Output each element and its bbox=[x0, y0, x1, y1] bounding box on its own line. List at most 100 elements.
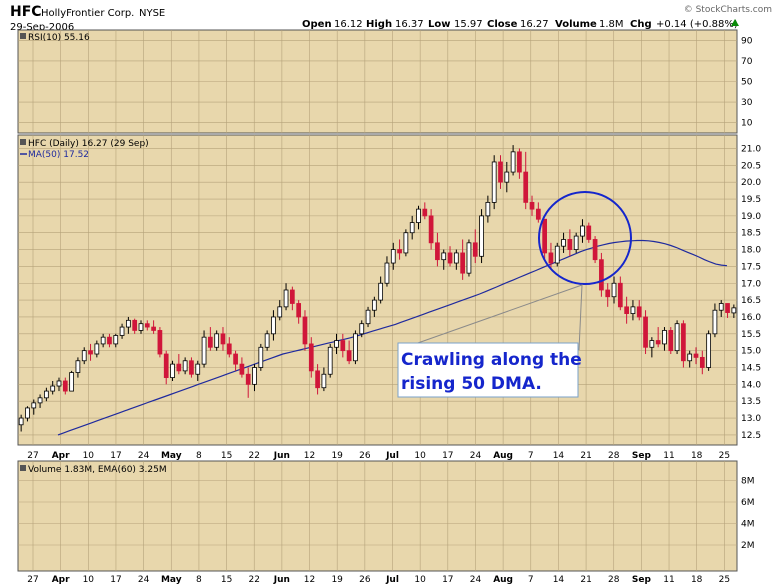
candle-body bbox=[189, 360, 194, 375]
candle-body bbox=[75, 360, 81, 373]
price-x-tick-label: Jun bbox=[273, 451, 290, 461]
volume-x-tick-label: 8 bbox=[196, 575, 202, 585]
volume-x-tick-label: 19 bbox=[331, 575, 343, 585]
candle-body bbox=[441, 252, 447, 261]
candle-body bbox=[44, 390, 49, 399]
price-x-tick-label: 11 bbox=[663, 451, 674, 461]
candle-body bbox=[384, 262, 390, 284]
volume-x-tick-label: 17 bbox=[110, 575, 121, 585]
price-x-tick-label: 24 bbox=[138, 451, 150, 461]
rsi-tick-label: 90 bbox=[741, 36, 753, 46]
candle-body bbox=[25, 407, 30, 419]
exchange: NYSE bbox=[139, 8, 165, 19]
ma-legend: MA(50) 17.52 bbox=[28, 150, 89, 160]
candle-body bbox=[378, 282, 384, 301]
candle-body bbox=[523, 171, 529, 203]
price-tick-label: 20.5 bbox=[741, 161, 761, 171]
candle-body bbox=[327, 346, 333, 375]
price-x-tick-label: 27 bbox=[27, 451, 38, 461]
candle-body bbox=[699, 356, 705, 368]
price-tick-label: 19.0 bbox=[741, 212, 761, 222]
candle-body bbox=[655, 340, 661, 345]
candle-body bbox=[630, 306, 636, 314]
price-x-tick-label: 22 bbox=[249, 451, 260, 461]
candle-body bbox=[567, 239, 573, 250]
volume-x-tick-label: Jun bbox=[273, 575, 290, 585]
candle-body bbox=[403, 232, 409, 254]
price-tick-label: 17.0 bbox=[741, 279, 761, 289]
price-tick-label: 13.0 bbox=[741, 414, 761, 424]
candle-body bbox=[718, 303, 724, 311]
volume-legend: Volume 1.83M, EMA(60) 3.25M bbox=[28, 465, 167, 475]
volume-x-tick-label: 11 bbox=[663, 575, 674, 585]
volume-y-axis: 2M 4M 6M 8M bbox=[741, 477, 755, 552]
candle-body bbox=[428, 215, 434, 244]
candle-body bbox=[37, 397, 43, 404]
candle-body bbox=[88, 350, 93, 355]
ma50-path bbox=[57, 239, 728, 436]
candle-body bbox=[687, 353, 693, 362]
price-tick-label: 16.5 bbox=[741, 296, 761, 306]
company-name: HollyFrontier Corp. bbox=[41, 8, 134, 19]
candle-body bbox=[346, 350, 352, 362]
candle-body bbox=[81, 350, 87, 362]
chart-date: 29-Sep-2006 bbox=[10, 22, 74, 33]
volume-x-tick-label: 17 bbox=[442, 575, 453, 585]
candle-body bbox=[586, 225, 592, 240]
price-x-tick-label: 15 bbox=[221, 451, 232, 461]
price-tick-label: 18.0 bbox=[741, 246, 761, 256]
volume-x-tick-label: Aug bbox=[493, 575, 513, 585]
candle-body bbox=[214, 333, 220, 348]
price-y-axis: 12.5 13.0 13.5 14.0 14.5 15.0 15.5 16.0 16.5 17.0… bbox=[741, 144, 761, 440]
candle-body bbox=[674, 323, 680, 352]
candle-body bbox=[296, 303, 302, 318]
candle-body bbox=[176, 363, 182, 372]
candle-body bbox=[611, 282, 617, 298]
candle-body bbox=[693, 353, 699, 358]
price-x-tick-label: 8 bbox=[196, 451, 202, 461]
candle-body bbox=[510, 151, 516, 173]
price-tick-label: 14.5 bbox=[741, 364, 761, 374]
volume-x-axis: 27 Apr 10 17 24 May 8 15 22 Jun 12 19 26 Jul 10 17 24 Aug… bbox=[27, 575, 730, 585]
price-tick-label: 14.0 bbox=[741, 380, 761, 390]
rsi-y-axis: 10 30 50 70 90 bbox=[741, 36, 753, 128]
volume-x-tick-label: 10 bbox=[414, 575, 426, 585]
low-label: Low bbox=[428, 19, 450, 30]
candle-body bbox=[460, 252, 465, 274]
rsi-tick-label: 30 bbox=[741, 98, 753, 108]
candle-body bbox=[371, 299, 377, 311]
volume-x-tick-label: 27 bbox=[27, 575, 38, 585]
candle-body bbox=[580, 225, 585, 237]
price-tick-label: 15.0 bbox=[741, 347, 761, 357]
annotation-pointer bbox=[397, 284, 583, 351]
volume-x-tick-label: 7 bbox=[528, 575, 534, 585]
candle-body bbox=[435, 242, 440, 261]
price-legend: HFC (Daily) 16.27 (29 Sep) bbox=[28, 139, 149, 149]
candle-body bbox=[277, 306, 283, 318]
price-x-tick-label: Aug bbox=[493, 451, 513, 461]
candle-body bbox=[535, 208, 541, 220]
price-x-tick-label: 7 bbox=[528, 451, 534, 461]
rsi-tick-label: 70 bbox=[741, 57, 753, 67]
high-label: High bbox=[366, 19, 392, 30]
candle-body bbox=[50, 385, 56, 392]
candle-body bbox=[132, 319, 138, 331]
candle-body bbox=[321, 373, 327, 389]
candle-body bbox=[119, 326, 125, 336]
candle-body bbox=[170, 363, 175, 379]
candle-body bbox=[725, 303, 730, 313]
volume-x-tick-label: 28 bbox=[608, 575, 620, 585]
price-tick-label: 21.0 bbox=[741, 144, 761, 154]
price-x-tick-label: 24 bbox=[470, 451, 482, 461]
price-x-tick-label: 26 bbox=[359, 451, 371, 461]
price-tick-label: 20.0 bbox=[741, 178, 761, 188]
volume-x-tick-label: 14 bbox=[553, 575, 565, 585]
candle-body bbox=[409, 222, 415, 234]
volume-x-tick-label: 10 bbox=[83, 575, 95, 585]
candle-body bbox=[113, 335, 119, 345]
candle-body bbox=[712, 309, 718, 335]
volume-x-tick-label: 21 bbox=[580, 575, 591, 585]
price-panel: 12.5 13.0 13.5 14.0 14.5 15.0 15.5 16.0 16.5 17.0… bbox=[17, 134, 761, 446]
price-tick-label: 17.5 bbox=[741, 262, 761, 272]
candle-body bbox=[353, 333, 358, 362]
